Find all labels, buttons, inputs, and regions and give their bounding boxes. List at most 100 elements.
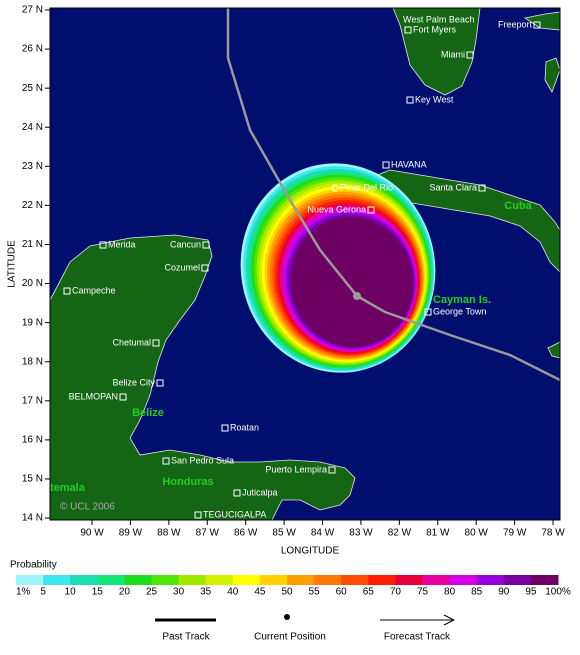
florida (392, 7, 481, 96)
legend-swatch (16, 575, 44, 585)
place-marker (404, 26, 412, 34)
x-tick-label: 90 W (80, 528, 104, 539)
place-label: Pinar Del Rio (340, 182, 393, 192)
region-label: temala (50, 482, 86, 494)
place-label: Campeche (72, 285, 116, 295)
legend-label: 40 (227, 587, 239, 598)
place-marker (201, 264, 209, 272)
place-label: Miami (441, 49, 465, 59)
legend-swatch (124, 575, 152, 585)
y-tick-label: 17 N (22, 395, 43, 406)
forecast-track (356, 294, 561, 382)
place-marker (478, 184, 486, 192)
legend-label: 70 (390, 587, 402, 598)
place-marker (406, 96, 414, 104)
legend-swatch (178, 575, 207, 585)
place-marker (194, 511, 202, 519)
x-tick-label: 89 W (119, 528, 143, 539)
y-tick-label: 25 N (22, 83, 43, 94)
y-tick-label: 14 N (22, 513, 43, 524)
legend-label: 20 (119, 587, 131, 598)
legend-label: 80 (444, 587, 456, 598)
legend-swatch (449, 575, 478, 585)
legend-swatch (314, 575, 342, 585)
x-tick-label: 79 W (503, 528, 527, 539)
y-tick-label: 26 N (22, 44, 43, 55)
x-tick-label: 88 W (157, 528, 181, 539)
x-tick-label: 80 W (465, 528, 489, 539)
legend-label: 1% (16, 587, 31, 598)
legend-label: 35 (200, 587, 212, 598)
x-tick-label: 83 W (349, 528, 373, 539)
y-tick-label: 22 N (22, 200, 43, 211)
past-track (226, 8, 358, 297)
legend-label: 50 (281, 587, 293, 598)
x-tick-label: 85 W (272, 528, 296, 539)
x-tick-label: 78 W (541, 528, 565, 539)
legend-label: 10 (65, 587, 77, 598)
place-marker (533, 21, 541, 29)
legend-label: 100% (545, 587, 571, 598)
y-tick-label: 15 N (22, 474, 43, 485)
place-label: Roatan (230, 422, 259, 432)
y-tick-label: 18 N (22, 356, 43, 367)
track (226, 8, 561, 382)
yucatan-central-america (49, 234, 356, 521)
place-label: West Palm Beach (403, 14, 474, 24)
place-marker (382, 161, 390, 169)
legend-swatch (205, 575, 234, 585)
legend-swatch (476, 575, 505, 585)
legend-label: 15 (92, 587, 104, 598)
place-label: Puerto Lempira (265, 464, 327, 474)
place-label: Belize City (112, 377, 155, 387)
legend-swatch (368, 575, 396, 585)
legend-label: 65 (363, 587, 375, 598)
copyright: © UCL 2006 (60, 502, 115, 513)
current-position-symbol (284, 614, 290, 620)
legend-swatch (151, 575, 180, 585)
legend-swatch (530, 575, 559, 585)
place-label: San Pedro Sula (171, 455, 234, 465)
legend-label: 45 (254, 587, 266, 598)
legend-label: 85 (471, 587, 483, 598)
probability-contour (290, 217, 414, 347)
place-label: HAVANA (391, 159, 427, 169)
region-label: Honduras (162, 476, 213, 488)
y-tick-label: 24 N (22, 122, 43, 133)
place-label: Cozumel (164, 262, 200, 272)
legend-label: 75 (417, 587, 429, 598)
x-axis-label: LONGITUDE (281, 546, 340, 557)
place-label: Chetumal (112, 337, 151, 347)
y-tick-label: 23 N (22, 161, 43, 172)
legend-swatch (503, 575, 532, 585)
place-marker (156, 379, 164, 387)
legend-label: 25 (146, 587, 158, 598)
place-label: Merida (108, 239, 136, 249)
x-tick-label: 87 W (196, 528, 220, 539)
legend-swatch (422, 575, 451, 585)
legend-swatch (43, 575, 71, 585)
place-label: Freeport (498, 19, 533, 29)
legend-label: 90 (498, 587, 510, 598)
x-tick-label: 86 W (234, 528, 258, 539)
place-marker (119, 393, 127, 401)
probability-field (240, 163, 436, 373)
forecast-arrow-head (443, 614, 456, 626)
legend-title: Probability (10, 560, 57, 571)
place-marker (99, 241, 107, 249)
legend-swatch (70, 575, 98, 585)
track-legend-label: Current Position (254, 632, 326, 643)
legend-label: 60 (336, 587, 348, 598)
x-tick-label: 81 W (426, 528, 450, 539)
y-tick-label: 21 N (22, 239, 43, 250)
place-label: Juticalpa (242, 487, 278, 497)
x-tick-label: 84 W (311, 528, 335, 539)
place-label: Cancun (170, 239, 201, 249)
place-label: George Town (433, 306, 486, 316)
place-marker (331, 184, 339, 192)
place-marker (152, 339, 160, 347)
place-marker (202, 241, 210, 249)
legend-swatch (341, 575, 369, 585)
track-legend-label: Forecast Track (384, 632, 451, 643)
